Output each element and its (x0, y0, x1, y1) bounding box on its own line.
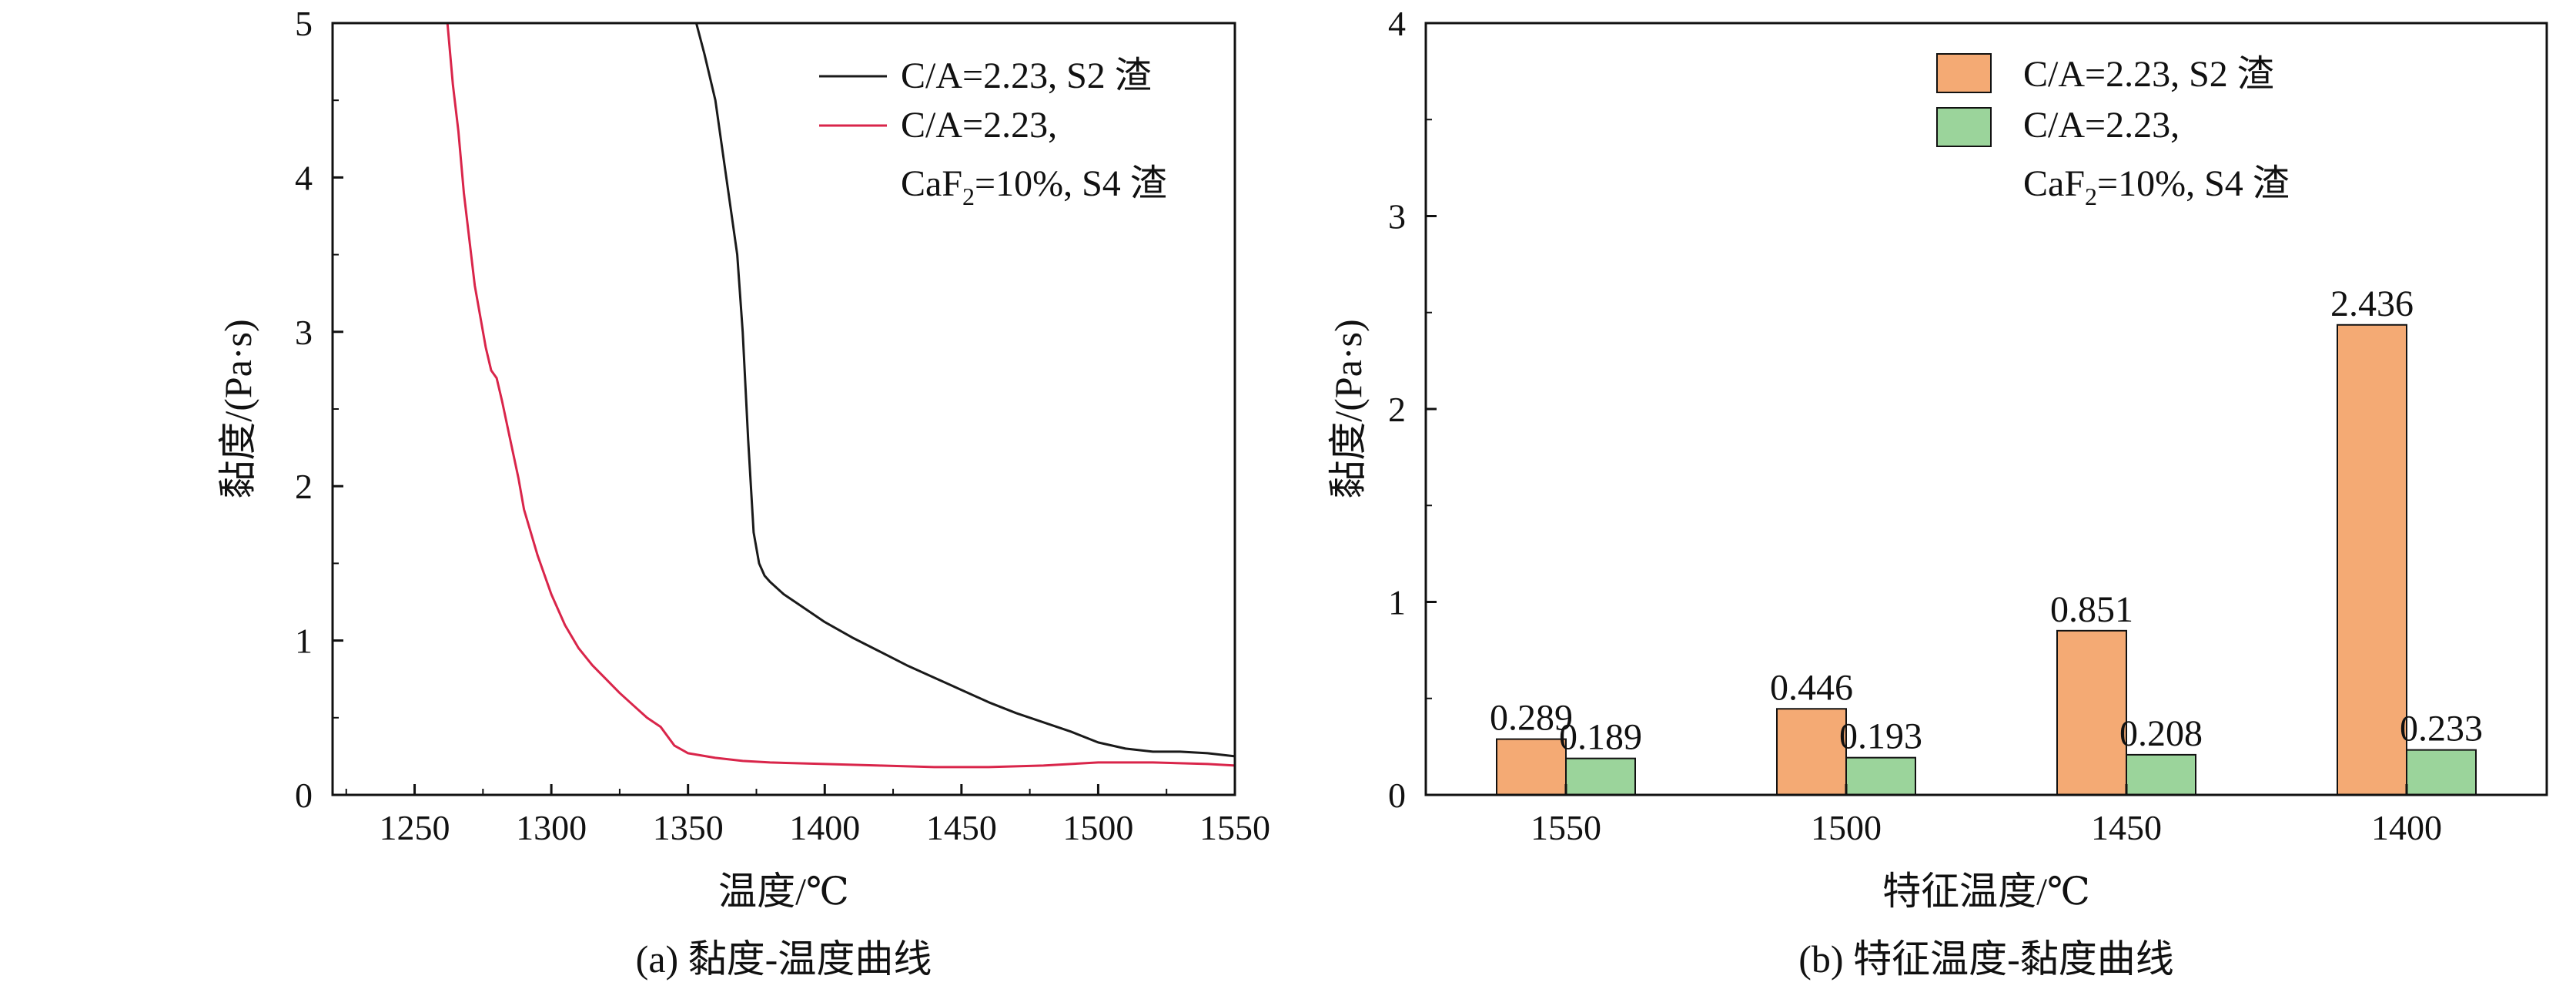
line-series-0 (694, 22, 1236, 758)
x-tick-label: 1250 (380, 808, 450, 847)
bar-value-label: 0.289 (1490, 698, 1573, 739)
chart-b-legend: C/A=2.23, S2 渣 C/A=2.23, CaF2=10%, S4 渣 (1936, 53, 2290, 210)
x-tick-label: 1400 (789, 808, 860, 847)
chart-b-caption: (b) 特征温度-黏度曲线 (1798, 937, 2173, 981)
legend-b-swatch-s2 (1936, 53, 1992, 93)
y-tick-label: 2 (1388, 390, 1406, 429)
chart-a-caption: (a) 黏度-温度曲线 (636, 937, 932, 981)
legend-b-label-s2: C/A=2.23, S2 渣 (2023, 54, 2274, 95)
chart-a-plot-area (446, 22, 1236, 769)
x-tick-label: 1350 (653, 808, 724, 847)
bar-value-label: 2.436 (2330, 283, 2414, 324)
legend-b-label-s4-line1: C/A=2.23, (2023, 105, 2180, 146)
bar-value-label: 0.189 (1559, 717, 1642, 758)
y-tick-label: 1 (1388, 583, 1406, 622)
y-tick-label: 3 (295, 313, 313, 352)
y-tick-label: 0 (1388, 776, 1406, 815)
bar-value-label: 0.208 (2119, 713, 2203, 754)
bar-series-0-1550 (1496, 738, 1567, 796)
bar-series-0-1500 (1776, 708, 1847, 796)
x-tick-label: 1500 (1811, 808, 1882, 847)
bar-series-1-1550 (1565, 757, 1636, 796)
bar-value-label: 0.446 (1770, 667, 1853, 708)
y-tick-label: 5 (295, 4, 313, 43)
y-tick-label: 3 (1388, 197, 1406, 236)
y-tick-label: 4 (1388, 4, 1406, 43)
y-tick-label: 2 (295, 467, 313, 506)
x-tick-label: 1450 (926, 808, 997, 847)
bar-series-1-1450 (2126, 753, 2196, 796)
x-tick-label: 1300 (516, 808, 587, 847)
chart-a-frame (331, 22, 1236, 796)
bar-series-1-1400 (2406, 749, 2477, 796)
bar-series-0-1450 (2056, 629, 2127, 796)
chart-b-xlabel: 特征温度/℃ (1882, 870, 2090, 913)
chart-b-ylabel: 黏度/(Pa·s) (1326, 319, 1370, 498)
y-tick-label: 1 (295, 622, 313, 661)
bar-value-label: 0.233 (2400, 709, 2483, 749)
bar-series-1-1500 (1845, 756, 1916, 796)
chart-a-xlabel: 温度/℃ (718, 870, 849, 913)
y-tick-label: 0 (295, 776, 313, 815)
chart-a-ticks: 1250 1300 1350 1400 1450 1500 1550 0 1 2 3 4 5 (295, 4, 1270, 847)
bar-value-label: 0.851 (2050, 589, 2133, 630)
legend-a-label-s4-line2: CaF2=10%, S4 渣 (901, 163, 1167, 210)
line-series-1 (446, 22, 1236, 769)
x-tick-label: 1450 (2091, 808, 2162, 847)
x-tick-label: 1400 (2371, 808, 2442, 847)
bar-value-label: 0.193 (1839, 716, 1922, 757)
x-tick-label: 1500 (1062, 808, 1133, 847)
bar-series-0-1400 (2337, 324, 2407, 796)
chart-a-ylabel: 黏度/(Pa·s) (216, 319, 259, 498)
x-tick-label: 1550 (1531, 808, 1601, 847)
viscosity-temperature-chart: 1250 1300 1350 1400 1450 1500 1550 0 1 2 3 4 5 C/A=2… (216, 4, 1270, 981)
y-tick-label: 4 (295, 158, 313, 197)
legend-a-label-s2: C/A=2.23, S2 渣 (901, 55, 1152, 96)
chart-b-ticks: 1550 1500 1450 1400 0 1 2 3 4 (1388, 4, 2442, 847)
chart-a-legend: C/A=2.23, S2 渣 C/A=2.23, CaF2=10%, S4 渣 (819, 55, 1167, 210)
x-tick-label: 1550 (1199, 808, 1270, 847)
legend-a-label-s4-line1: C/A=2.23, (901, 105, 1057, 146)
legend-b-swatch-s4 (1936, 107, 1992, 147)
chart-b-frame (1424, 22, 2548, 796)
legend-b-label-s4-line2: CaF2=10%, S4 渣 (2023, 163, 2290, 210)
